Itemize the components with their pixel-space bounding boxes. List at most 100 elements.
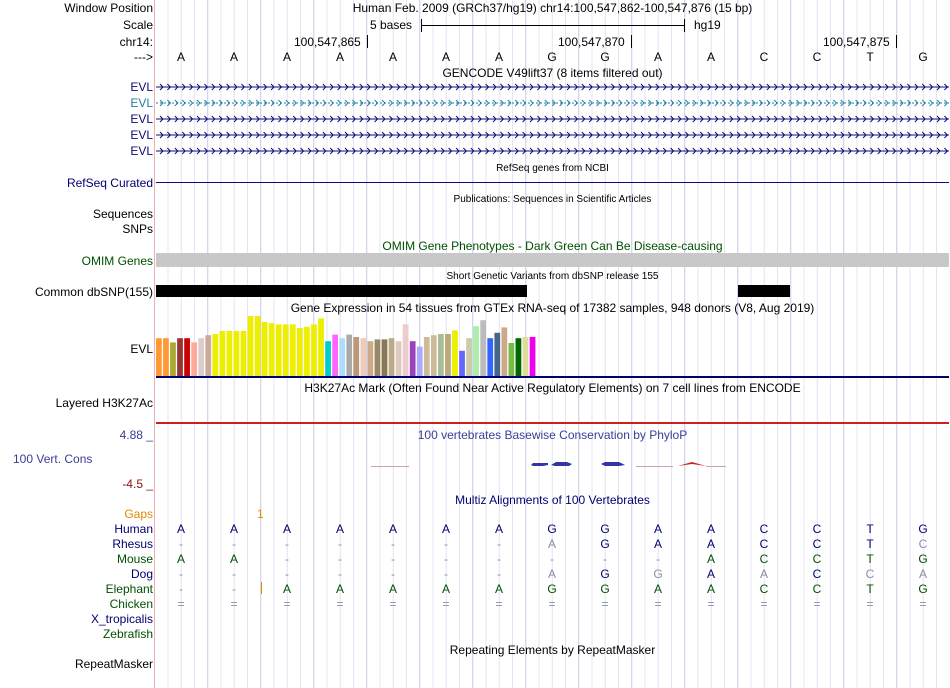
gtex-tissue-bar[interactable] — [360, 338, 367, 376]
gtex-tissue-bar[interactable] — [191, 342, 197, 376]
gtex-tissue-bar[interactable] — [311, 324, 317, 376]
omim-track-label[interactable]: OMIM Genes — [81, 254, 153, 268]
gencode-track-title[interactable]: GENCODE V49lift37 (8 items filtered out) — [442, 66, 663, 80]
gtex-tissue-bar[interactable] — [240, 331, 247, 376]
gencode-transcript-line[interactable] — [155, 82, 950, 92]
dbsnp-variant-bar-2[interactable] — [738, 285, 790, 297]
gtex-tissue-bar[interactable] — [247, 316, 254, 376]
gtex-tissue-bar[interactable] — [156, 338, 162, 376]
gtex-tissue-bar[interactable] — [254, 316, 261, 376]
gtex-track-label[interactable]: EVL — [130, 342, 153, 356]
gtex-tissue-bar[interactable] — [529, 337, 536, 376]
gencode-transcript-line[interactable] — [155, 146, 950, 156]
publications-sequences-label[interactable]: Sequences — [92, 207, 153, 221]
gtex-tissue-bar[interactable] — [480, 320, 487, 376]
gencode-transcript-line[interactable] — [155, 130, 950, 140]
gtex-tissue-bar[interactable] — [501, 327, 508, 376]
gtex-tissue-bar[interactable] — [325, 341, 331, 376]
gencode-transcript-label[interactable]: EVL — [130, 144, 153, 158]
gtex-tissue-bar[interactable] — [430, 335, 437, 376]
gtex-tissue-bar[interactable] — [445, 334, 451, 376]
gtex-tissue-bar[interactable] — [452, 330, 458, 376]
refseq-track-label[interactable]: RefSeq Curated — [66, 176, 153, 190]
gtex-tissue-bar[interactable] — [198, 338, 205, 376]
gtex-tissue-bar[interactable] — [318, 318, 324, 376]
gtex-tissue-bar[interactable] — [184, 338, 190, 376]
gtex-tissue-bar[interactable] — [332, 334, 338, 376]
gtex-tissue-bar[interactable] — [268, 323, 275, 376]
gencode-transcript-label[interactable]: EVL — [130, 128, 153, 142]
gtex-tissue-bar[interactable] — [346, 334, 353, 376]
gtex-tissue-bar[interactable] — [275, 324, 282, 376]
gtex-tissue-bar[interactable] — [212, 334, 219, 376]
gtex-tissue-bar[interactable] — [289, 324, 296, 376]
window-position-value[interactable]: Human Feb. 2009 (GRCh37/hg19) chr14:100,… — [352, 1, 753, 15]
gtex-tissue-bar[interactable] — [282, 324, 289, 376]
multiz-species-label[interactable]: Human — [114, 522, 153, 536]
gencode-transcript-label[interactable]: EVL — [130, 80, 153, 94]
multiz-species-label[interactable]: Rhesus — [112, 537, 153, 551]
gtex-tissue-bar[interactable] — [304, 326, 310, 376]
gtex-tissue-bar[interactable] — [374, 339, 381, 376]
gtex-tissue-bar[interactable] — [219, 331, 226, 376]
gencode-transcript-label[interactable]: EVL — [130, 112, 153, 126]
gtex-tissue-bar[interactable] — [402, 324, 409, 376]
phylop-conservation-plot[interactable] — [155, 457, 950, 473]
phylop-track-title[interactable]: 100 vertebrates Basewise Conservation by… — [417, 428, 688, 442]
gtex-tissue-bar[interactable] — [438, 334, 444, 376]
gtex-tissue-bar[interactable] — [367, 341, 374, 376]
gtex-tissue-bar[interactable] — [170, 342, 176, 376]
gtex-tissue-bar[interactable] — [416, 346, 423, 376]
gtex-tissue-bar[interactable] — [177, 338, 183, 376]
multiz-species-label[interactable]: Chicken — [109, 597, 153, 611]
gtex-tissue-bar[interactable] — [473, 326, 479, 376]
omim-track-title[interactable]: OMIM Gene Phenotypes - Dark Green Can Be… — [382, 239, 723, 253]
gtex-tissue-bar[interactable] — [515, 338, 522, 376]
publications-snps-label[interactable]: SNPs — [122, 222, 153, 236]
gtex-tissue-bar[interactable] — [233, 331, 240, 376]
gtex-tissue-bar[interactable] — [388, 338, 395, 376]
multiz-track-title[interactable]: Multiz Alignments of 100 Vertebrates — [455, 493, 650, 507]
multiz-species-label[interactable]: Mouse — [116, 552, 153, 566]
gencode-transcript-label[interactable]: EVL — [130, 96, 153, 110]
gtex-tissue-bar[interactable] — [381, 339, 388, 376]
gtex-tissue-bar[interactable] — [487, 338, 494, 376]
gtex-tissue-bar[interactable] — [261, 322, 268, 376]
multiz-species-label[interactable]: Elephant — [105, 582, 153, 596]
multiz-species-label[interactable]: Zebrafish — [102, 627, 153, 641]
gtex-tissue-bar[interactable] — [163, 338, 169, 376]
gencode-transcript-line[interactable] — [155, 114, 950, 124]
multiz-gaps-label[interactable]: Gaps — [124, 507, 153, 521]
gtex-tissue-bar[interactable] — [395, 341, 402, 376]
gtex-tissue-bar[interactable] — [409, 341, 416, 376]
gencode-transcript-line[interactable] — [155, 98, 950, 108]
dbsnp-variant-bar-1[interactable] — [156, 285, 527, 297]
omim-gene-bar[interactable] — [156, 253, 949, 267]
dbsnp-track-label[interactable]: Common dbSNP(155) — [34, 285, 153, 299]
refseq-gene-line[interactable] — [156, 182, 949, 183]
refseq-track-title[interactable]: RefSeq genes from NCBI — [496, 163, 609, 174]
gtex-track-title[interactable]: Gene Expression in 54 tissues from GTEx … — [290, 301, 815, 315]
gtex-tissue-bar[interactable] — [423, 337, 430, 376]
multiz-gap-marker[interactable]: 1 — [257, 507, 264, 521]
dbsnp-track-title[interactable]: Short Genetic Variants from dbSNP releas… — [446, 271, 659, 282]
h3k27ac-track-label[interactable]: Layered H3K27Ac — [55, 396, 153, 410]
gtex-tissue-bar[interactable] — [353, 337, 360, 376]
multiz-species-label[interactable]: X_tropicalis — [90, 612, 153, 626]
gtex-expression-bars[interactable] — [155, 314, 950, 378]
gtex-tissue-bar[interactable] — [494, 332, 501, 376]
repeatmasker-track-label[interactable]: RepeatMasker — [74, 657, 153, 671]
gtex-tissue-bar[interactable] — [226, 331, 233, 376]
gtex-tissue-bar[interactable] — [339, 338, 346, 376]
repeatmasker-track-title[interactable]: Repeating Elements by RepeatMasker — [449, 643, 656, 657]
gtex-tissue-bar[interactable] — [297, 328, 303, 376]
phylop-track-label[interactable]: 100 Vert. Cons — [13, 452, 93, 466]
multiz-species-label[interactable]: Dog — [130, 567, 153, 581]
gtex-tissue-bar[interactable] — [508, 343, 515, 376]
gtex-tissue-bar[interactable] — [522, 337, 529, 376]
gtex-tissue-bar[interactable] — [466, 338, 472, 376]
h3k27ac-track-title[interactable]: H3K27Ac Mark (Often Found Near Active Re… — [304, 381, 801, 395]
gtex-tissue-bar[interactable] — [205, 335, 212, 376]
gtex-tissue-bar[interactable] — [459, 350, 465, 376]
